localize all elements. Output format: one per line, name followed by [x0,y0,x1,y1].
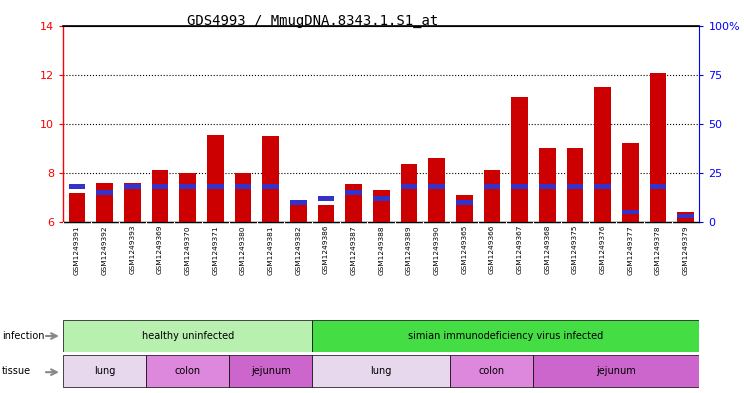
Bar [650,73,666,222]
Bar [207,184,224,189]
Text: jejunum: jejunum [251,366,291,376]
Bar [567,184,583,189]
Text: GSM1249386: GSM1249386 [323,225,329,274]
Bar [63,320,312,352]
Text: GSM1249393: GSM1249393 [129,225,135,274]
Bar [147,355,229,387]
Text: GSM1249368: GSM1249368 [545,225,551,274]
Bar [312,320,699,352]
Text: GSM1249371: GSM1249371 [212,225,218,275]
Bar [622,143,638,222]
Bar [594,87,611,222]
Bar [207,135,224,222]
Text: GSM1249382: GSM1249382 [295,225,301,275]
Text: GSM1249379: GSM1249379 [682,225,688,275]
Bar [622,210,638,215]
Text: GSM1249370: GSM1249370 [185,225,190,275]
Text: lung: lung [94,366,115,376]
Text: GSM1249389: GSM1249389 [406,225,412,275]
Bar [594,184,611,189]
Bar [484,171,500,222]
Text: colon: colon [175,366,201,376]
Bar [68,193,86,222]
Bar [263,136,279,222]
Text: GSM1249367: GSM1249367 [516,225,522,274]
Bar [429,184,445,189]
Bar [456,200,472,205]
Bar [429,158,445,222]
Bar [373,196,390,201]
Text: GSM1249390: GSM1249390 [434,225,440,275]
Bar [567,148,583,222]
Text: GSM1249378: GSM1249378 [655,225,661,275]
Bar [124,184,141,189]
Bar [345,190,362,195]
Bar [152,171,168,222]
Text: GSM1249388: GSM1249388 [378,225,385,275]
Bar [650,184,666,189]
Text: GSM1249376: GSM1249376 [600,225,606,274]
Bar [533,355,699,387]
Bar [97,190,113,195]
Text: GSM1249366: GSM1249366 [489,225,495,274]
Bar [97,183,113,222]
Bar [290,200,307,205]
Text: GSM1249380: GSM1249380 [240,225,246,275]
Bar [345,184,362,222]
Text: lung: lung [371,366,392,376]
Bar [677,214,694,219]
Bar [263,184,279,189]
Text: GDS4993 / MmugDNA.8343.1.S1_at: GDS4993 / MmugDNA.8343.1.S1_at [187,14,438,28]
Text: simian immunodeficiency virus infected: simian immunodeficiency virus infected [408,331,603,341]
Bar [312,355,450,387]
Bar [234,184,251,189]
Bar [401,164,417,222]
Bar [179,184,196,189]
Bar [229,355,312,387]
Bar [539,148,556,222]
Text: GSM1249365: GSM1249365 [461,225,467,274]
Text: GSM1249369: GSM1249369 [157,225,163,274]
Bar [677,212,694,222]
Bar [234,173,251,222]
Text: tissue: tissue [2,366,31,376]
Text: GSM1249377: GSM1249377 [627,225,633,275]
Bar [63,355,147,387]
Bar [484,184,500,189]
Text: GSM1249375: GSM1249375 [572,225,578,274]
Bar [511,97,528,222]
Text: GSM1249381: GSM1249381 [268,225,274,275]
Text: GSM1249392: GSM1249392 [102,225,108,275]
Bar [373,190,390,222]
Bar [511,184,528,189]
Bar [179,173,196,222]
Bar [401,184,417,189]
Text: GSM1249391: GSM1249391 [74,225,80,275]
Bar [456,195,472,222]
Text: GSM1249387: GSM1249387 [350,225,356,275]
Bar [318,196,334,201]
Bar [450,355,533,387]
Bar [68,184,86,189]
Text: healthy uninfected: healthy uninfected [141,331,234,341]
Bar [318,205,334,222]
Text: jejunum: jejunum [597,366,636,376]
Bar [152,184,168,189]
Text: infection: infection [2,331,45,341]
Bar [124,183,141,222]
Bar [290,200,307,222]
Text: colon: colon [479,366,505,376]
Bar [539,184,556,189]
